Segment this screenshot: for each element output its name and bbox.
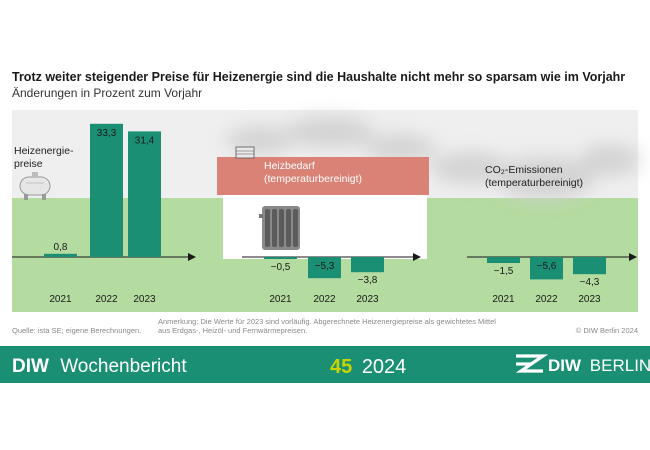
year-label-2-2022: 2022 — [313, 294, 336, 305]
issue-label: 45 2024 — [330, 356, 406, 378]
year-label-1-2023: 2023 — [133, 294, 156, 305]
bar-2-2021 — [264, 257, 297, 259]
value-label-2-2021: −0,5 — [271, 262, 291, 273]
chimney — [235, 146, 255, 159]
radiator-icon — [259, 206, 300, 250]
bar-1-2021 — [44, 253, 77, 257]
year-label-3-2022: 2022 — [535, 294, 558, 305]
bar-3-2023 — [573, 257, 606, 275]
year-label-2-2021: 2021 — [269, 294, 292, 305]
bar-2-2022 — [308, 257, 341, 279]
chart-subtitle: Änderungen in Prozent zum Vorjahr — [12, 86, 202, 100]
value-label-1-2023: 31,4 — [135, 135, 155, 146]
logo-wordmark: DIW BERLIN — [548, 356, 650, 375]
year-label-1-2021: 2021 — [49, 294, 72, 305]
bar-3-2022 — [530, 257, 563, 280]
panel-label-co2: CO₂-Emissionen (temperaturbereinigt) — [485, 164, 583, 189]
panel-label-prices: Heizenergie- preise — [14, 145, 76, 170]
house-roof — [217, 157, 429, 195]
issue-year: 2024 — [362, 356, 407, 378]
value-label-2-2023: −3,8 — [358, 275, 378, 286]
chart-title: Trotz weiter steigender Preise für Heize… — [12, 70, 625, 84]
diw-berlin-logo: DIW BERLIN — [515, 354, 650, 375]
copyright-note: © DIW Berlin 2024 — [576, 326, 638, 335]
year-label-1-2022: 2022 — [95, 294, 118, 305]
bars-layer: 0,8 2021 33,3 2022 31,4 2023 −0,5 2021 −5,3 2022 −… — [44, 123, 606, 305]
diw-logo-icon — [515, 354, 549, 373]
value-label-3-2023: −4,3 — [580, 277, 600, 288]
remark-note: Anmerkung: Die Werte für 2023 sind vorlä… — [158, 317, 498, 335]
value-label-3-2022: −5,6 — [537, 261, 557, 272]
value-label-1-2022: 33,3 — [97, 128, 117, 139]
publication-title: DIW Wochenbericht — [12, 356, 187, 377]
panel-label-heating-demand: Heizbedarf (temperaturbereinigt) — [264, 160, 362, 185]
footer-band — [0, 346, 650, 383]
brand-text: Wochenbericht — [60, 356, 187, 377]
value-label-2-2022: −5,3 — [315, 261, 335, 272]
bar-2-2023 — [351, 257, 384, 273]
year-label-3-2021: 2021 — [492, 294, 515, 305]
bar-3-2021 — [487, 257, 520, 263]
smoke-cloud — [226, 116, 640, 200]
year-label-2-2023: 2023 — [356, 294, 379, 305]
year-label-3-2023: 2023 — [578, 294, 601, 305]
brand-bold: DIW — [12, 356, 49, 377]
source-note: Quelle: ista SE; eigene Berechnungen. — [12, 326, 141, 335]
value-label-3-2021: −1,5 — [494, 266, 514, 277]
bar-1-2022 — [90, 123, 123, 257]
gas-tank-icon — [19, 172, 51, 200]
house-illustration — [217, 146, 429, 259]
issue-number: 45 — [330, 356, 352, 378]
house-wall — [223, 195, 427, 259]
bar-1-2023 — [128, 131, 161, 257]
value-label-1-2021: 0,8 — [54, 242, 68, 253]
